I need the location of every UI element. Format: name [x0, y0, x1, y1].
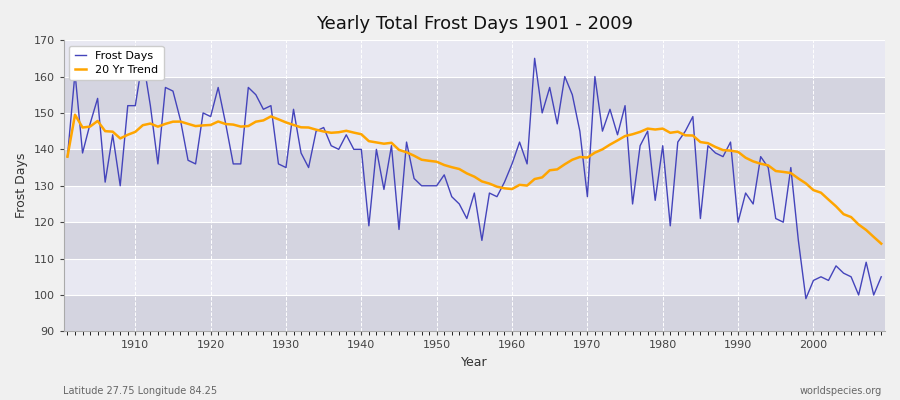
- Text: worldspecies.org: worldspecies.org: [800, 386, 882, 396]
- Bar: [64, 40, 885, 76]
- Legend: Frost Days, 20 Yr Trend: Frost Days, 20 Yr Trend: [69, 46, 164, 80]
- Text: Latitude 27.75 Longitude 84.25: Latitude 27.75 Longitude 84.25: [63, 386, 217, 396]
- Frost Days: [876, 274, 886, 279]
- Line: 20 Yr Trend: 20 Yr Trend: [68, 115, 881, 244]
- 20 Yr Trend: [876, 241, 886, 246]
- Title: Yearly Total Frost Days 1901 - 2009: Yearly Total Frost Days 1901 - 2009: [316, 15, 633, 33]
- Bar: [64, 295, 885, 332]
- 20 Yr Trend: [69, 112, 80, 117]
- X-axis label: Year: Year: [461, 356, 488, 369]
- Frost Days: [122, 103, 133, 108]
- 20 Yr Trend: [62, 154, 73, 159]
- Bar: [64, 258, 885, 295]
- Bar: [64, 186, 885, 222]
- Bar: [64, 222, 885, 258]
- 20 Yr Trend: [296, 125, 307, 130]
- Frost Days: [341, 132, 352, 137]
- Frost Days: [138, 56, 148, 61]
- Line: Frost Days: Frost Days: [68, 58, 881, 299]
- Frost Days: [507, 162, 517, 166]
- Y-axis label: Frost Days: Frost Days: [15, 153, 28, 218]
- Frost Days: [62, 154, 73, 159]
- Frost Days: [296, 150, 307, 155]
- 20 Yr Trend: [507, 187, 517, 192]
- Frost Days: [514, 140, 525, 144]
- Bar: [64, 113, 885, 149]
- Bar: [64, 76, 885, 113]
- 20 Yr Trend: [341, 128, 352, 133]
- Frost Days: [605, 107, 616, 112]
- 20 Yr Trend: [130, 130, 140, 134]
- 20 Yr Trend: [605, 142, 616, 147]
- Bar: [64, 149, 885, 186]
- Frost Days: [800, 296, 811, 301]
- 20 Yr Trend: [514, 182, 525, 187]
